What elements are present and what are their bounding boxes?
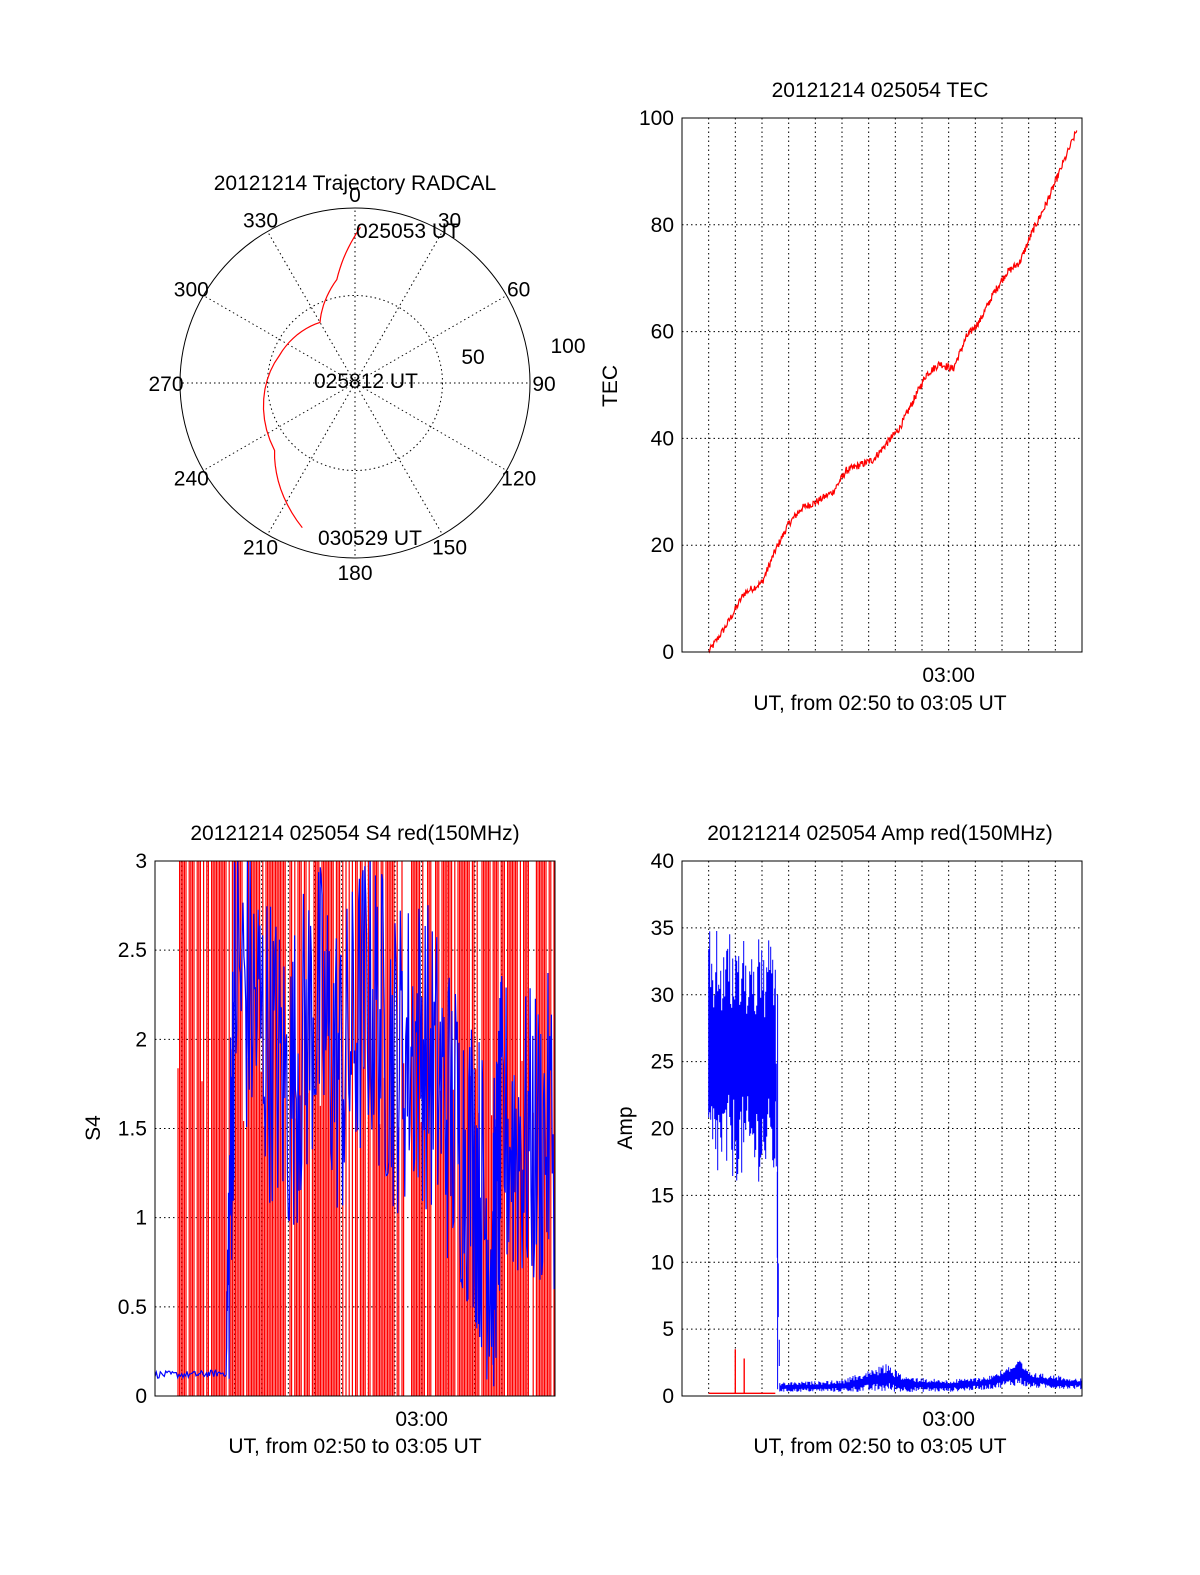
s4-ylabel: S4	[82, 1115, 105, 1141]
tec-title: 20121214 025054 TEC	[772, 79, 989, 102]
polar-grid	[180, 208, 530, 558]
polar-elev-label-100: 100	[550, 335, 585, 358]
y-tick-label: 80	[651, 214, 674, 237]
s4-series-group	[155, 861, 555, 1396]
y-tick-label: 20	[651, 534, 674, 557]
polar-azimuth-label: 180	[337, 562, 372, 585]
amp-red-series	[708, 1349, 776, 1394]
amp-xlabel: UT, from 02:50 to 03:05 UT	[753, 1435, 1006, 1458]
x-tick-label: 03:00	[395, 1408, 448, 1431]
trajectory-end-label: 030529 UT	[318, 527, 422, 550]
polar-grid-spoke	[354, 231, 443, 384]
polar-azimuth-label: 330	[243, 209, 278, 232]
polar-azimuth-label: 270	[148, 373, 183, 396]
y-tick-label: 1	[135, 1207, 147, 1230]
trajectory-start-label: 025053 UT	[356, 220, 460, 243]
polar-azimuth-label: 210	[243, 537, 278, 560]
y-tick-label: 100	[639, 107, 674, 130]
y-tick-label: 10	[651, 1251, 674, 1274]
y-tick-label: 2.5	[118, 939, 147, 962]
trajectory-line	[262, 226, 361, 529]
polar-elev-label-50: 50	[461, 346, 484, 369]
polar-azimuth-label: 30	[438, 209, 461, 232]
y-tick-label: 5	[662, 1318, 674, 1341]
plot-frame	[681, 860, 1083, 1397]
polar-grid-circle-50	[267, 295, 443, 471]
y-tick-label: 2	[135, 1028, 147, 1051]
y-tick-label: 60	[651, 321, 674, 344]
polar-azimuth-label: 300	[174, 279, 209, 302]
plot-frame	[154, 860, 556, 1397]
polar-azimuth-label: 90	[532, 373, 555, 396]
s4-blue-series	[155, 861, 555, 1387]
polar-azimuth-label: 240	[174, 468, 209, 491]
amp-panel: 20121214 025054 Amp red(150MHz) Amp UT, …	[614, 822, 1083, 1458]
y-tick-label: 25	[651, 1051, 674, 1074]
y-tick-label: 0.5	[118, 1296, 147, 1319]
amp-blue-series	[708, 931, 1083, 1392]
polar-outer-circle	[179, 207, 531, 559]
polar-azimuth-labels: 0 30 60 90 120 150 180 210 240 270 300 330	[148, 184, 555, 585]
y-tick-label: 0	[135, 1385, 147, 1408]
trajectory-panel: 20121214 Trajectory RADCAL 0 30 60 90 120 150…	[148, 172, 585, 585]
x-tick-label: 03:00	[922, 1408, 975, 1431]
polar-azimuth-label: 0	[349, 184, 361, 207]
tec-ylabel: TEC	[599, 365, 622, 407]
tec-panel: 20121214 025054 TEC TEC UT, from 02:50 t…	[599, 79, 1083, 715]
y-tick-label: 0	[662, 641, 674, 664]
y-tick-label: 15	[651, 1184, 674, 1207]
tec-series-line	[708, 130, 1078, 654]
y-tick-label: 20	[651, 1118, 674, 1141]
s4-panel: 20121214 025054 S4 red(150MHz) S4 UT, fr…	[82, 822, 556, 1458]
amp-title: 20121214 025054 Amp red(150MHz)	[707, 822, 1053, 845]
y-tick-label: 40	[651, 850, 674, 873]
polar-azimuth-label: 150	[432, 537, 467, 560]
polar-grid-spoke	[267, 382, 356, 535]
trajectory-title: 20121214 Trajectory RADCAL	[214, 172, 497, 195]
y-tick-label: 3	[135, 850, 147, 873]
y-tick-label: 1.5	[118, 1118, 147, 1141]
y-tick-label: 35	[651, 917, 674, 940]
y-tick-label: 40	[651, 427, 674, 450]
polar-azimuth-label: 120	[501, 468, 536, 491]
tec-xlabel: UT, from 02:50 to 03:05 UT	[753, 692, 1006, 715]
polar-grid-spoke	[203, 382, 356, 471]
polar-azimuth-label: 60	[507, 279, 530, 302]
y-tick-label: 0	[662, 1385, 674, 1408]
y-tick-label: 30	[651, 984, 674, 1007]
x-tick-label: 03:00	[922, 664, 975, 687]
plot-frame	[681, 117, 1083, 653]
s4-title: 20121214 025054 S4 red(150MHz)	[190, 822, 519, 845]
amp-ylabel: Amp	[614, 1106, 637, 1149]
s4-xlabel: UT, from 02:50 to 03:05 UT	[228, 1435, 481, 1458]
trajectory-mid-label: 025812 UT	[314, 370, 418, 393]
